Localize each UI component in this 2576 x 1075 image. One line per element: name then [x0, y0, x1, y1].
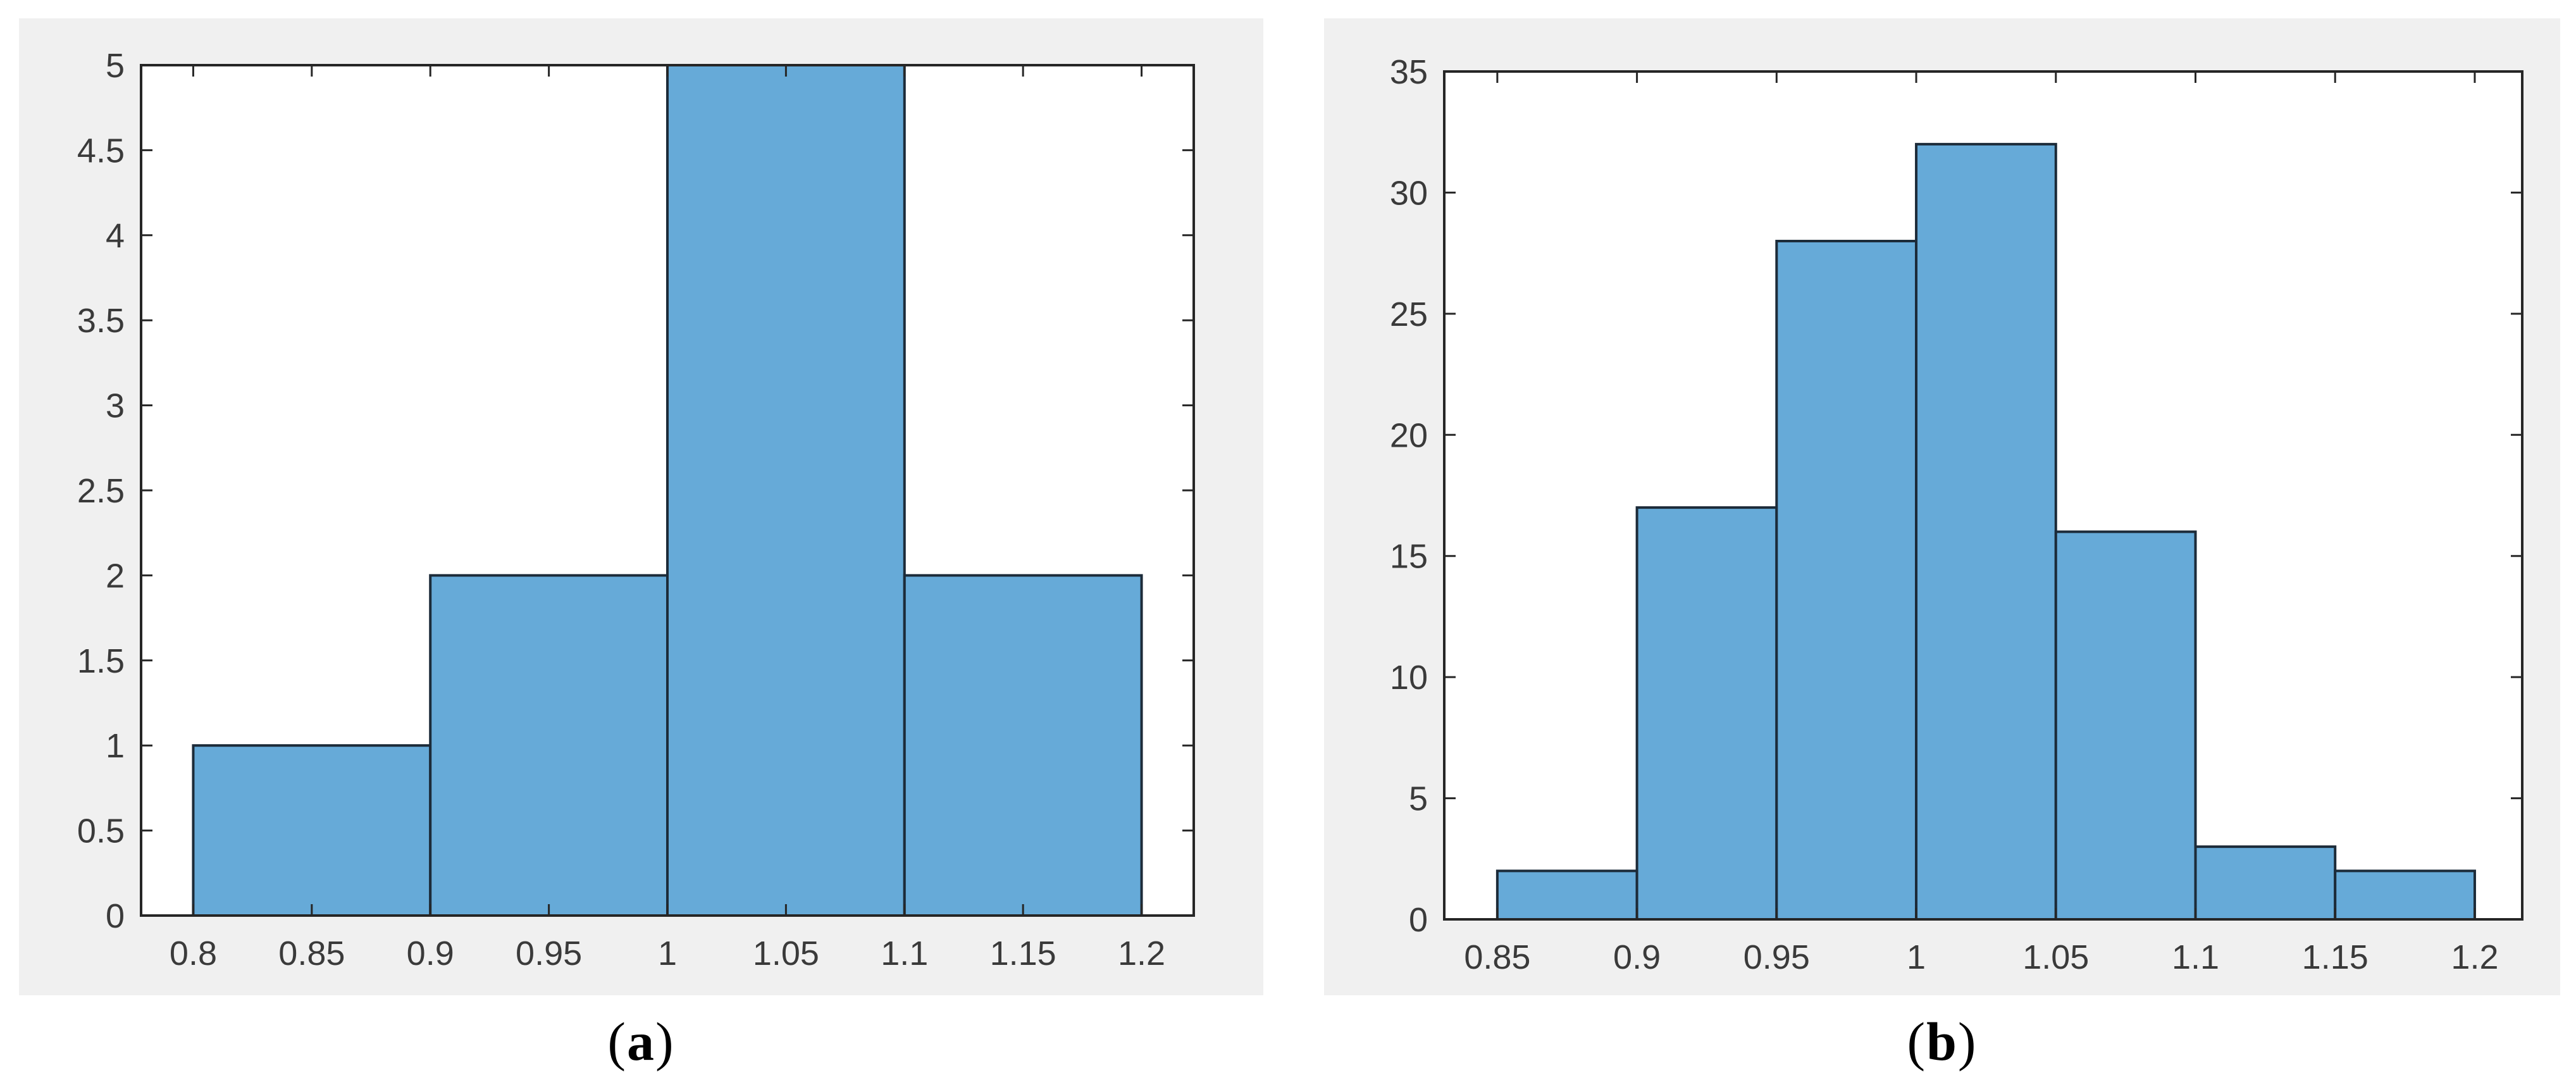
- x-tick-label: 0.95: [1743, 938, 1810, 976]
- y-tick-label: 30: [1390, 174, 1428, 212]
- x-tick-label: 1.2: [2451, 938, 2498, 976]
- histogram-bar: [192, 744, 432, 917]
- x-tick-label: 1.05: [2022, 938, 2089, 976]
- x-tick-label: 1.15: [990, 935, 1056, 972]
- caption-paren: (: [1907, 1011, 1927, 1072]
- y-tick-label: 15: [1390, 538, 1428, 576]
- y-tick-label: 3: [106, 387, 125, 425]
- axes-box: [140, 64, 1195, 917]
- histogram-bar: [2334, 869, 2476, 921]
- x-tick-label: 1.1: [2172, 938, 2219, 976]
- y-tick-label: 10: [1390, 659, 1428, 697]
- y-tick-label: 0: [106, 897, 125, 935]
- y-tick-label: 2.5: [77, 472, 125, 510]
- chart-panel-b: 0.85 0.9 0.95 1 1.05 1.1 1.15 1.2 0 5 10 15 20 25 30 35: [1324, 18, 2560, 995]
- histogram-bar: [666, 64, 906, 917]
- y-tick-label: 1.5: [77, 642, 125, 680]
- x-tick-label: 1: [658, 935, 677, 972]
- x-tick-label: 1.2: [1118, 935, 1165, 972]
- histogram-a: 0.8 0.85 0.9 0.95 1 1.05 1.1 1.15 1.2 0 0.5 1 1.5 2 2.…: [77, 47, 1195, 972]
- histogram-bar: [1775, 240, 1918, 921]
- histogram-bar: [1495, 869, 1638, 921]
- y-tick-label: 3.5: [77, 302, 125, 340]
- histogram-bar: [903, 574, 1143, 917]
- caption-paren: ): [655, 1011, 675, 1072]
- x-tick-label: 0.8: [170, 935, 217, 972]
- x-tick-label: 1.1: [881, 935, 928, 972]
- caption-letter: b: [1926, 1011, 1958, 1072]
- y-tick-label: 5: [1409, 780, 1428, 818]
- y-tick-label: 4.5: [77, 132, 125, 170]
- x-tick-label: 0.95: [516, 935, 582, 972]
- caption-letter: a: [627, 1011, 655, 1072]
- caption-a: (a): [19, 1010, 1263, 1073]
- y-tick-label: 4: [106, 217, 125, 255]
- histogram-bar: [1915, 142, 2057, 921]
- y-tick-label: 20: [1390, 416, 1428, 454]
- y-tick-label: 1: [106, 727, 125, 765]
- y-tick-label: 35: [1390, 53, 1428, 91]
- y-tick-label: 2: [106, 557, 125, 595]
- x-tick-label: 0.9: [1613, 938, 1661, 976]
- caption-b: (b): [1324, 1010, 2560, 1073]
- histogram-bar: [1635, 506, 1778, 921]
- x-tick-label: 0.85: [1464, 938, 1530, 976]
- y-tick-label: 0: [1409, 901, 1428, 939]
- x-tick-label: 0.85: [278, 935, 345, 972]
- x-tick-label: 1.15: [2302, 938, 2369, 976]
- chart-panel-a: 0.8 0.85 0.9 0.95 1 1.05 1.1 1.15 1.2 0 0.5 1 1.5 2 2.…: [19, 18, 1263, 995]
- y-tick-label: 0.5: [77, 812, 125, 850]
- x-tick-label: 0.9: [407, 935, 454, 972]
- histogram-bar: [429, 574, 669, 917]
- axes-box: [1443, 70, 2523, 921]
- y-tick-label: 5: [106, 47, 125, 85]
- x-tick-label: 1.05: [753, 935, 819, 972]
- histogram-bar: [2194, 845, 2337, 921]
- y-tick-label: 25: [1390, 295, 1428, 333]
- x-tick-label: 1: [1907, 938, 1926, 976]
- caption-paren: (: [607, 1011, 627, 1072]
- caption-paren: ): [1957, 1011, 1978, 1072]
- histogram-bar: [2054, 530, 2197, 921]
- histogram-b: 0.85 0.9 0.95 1 1.05 1.1 1.15 1.2 0 5 10 15 20 25 30 35: [1390, 53, 2523, 976]
